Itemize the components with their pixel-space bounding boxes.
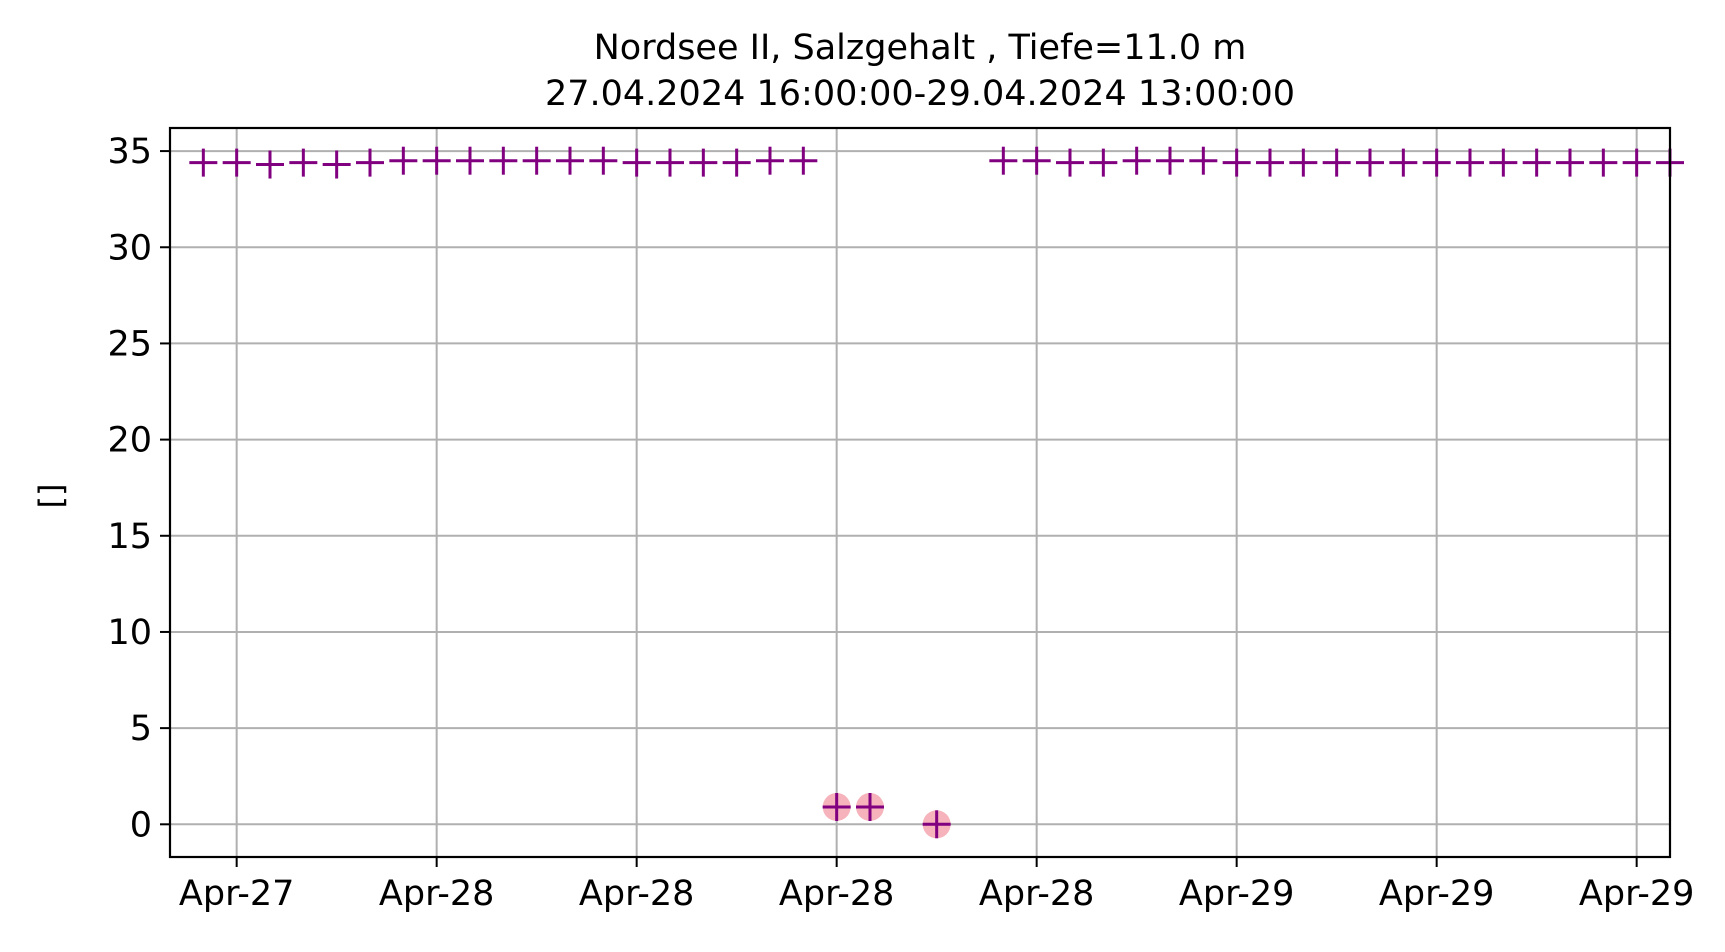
x-tick-label: Apr-28	[979, 874, 1094, 914]
y-tick-label: 35	[107, 132, 152, 172]
x-tick-label: Apr-28	[379, 874, 494, 914]
data-point	[1356, 148, 1384, 177]
data-point	[1022, 146, 1051, 175]
data-point	[456, 146, 484, 175]
x-tick-label: Apr-29	[1179, 874, 1294, 914]
x-tick-label: Apr-28	[579, 874, 694, 914]
y-axis-label: []	[32, 484, 70, 509]
chart-title: Nordsee II, Salzgehalt , Tiefe=11.0 m	[594, 28, 1247, 68]
data-point	[356, 148, 384, 177]
data-point	[1156, 146, 1184, 175]
chart-subtitle: 27.04.2024 16:00:00-29.04.2024 13:00:00	[545, 74, 1295, 114]
data-point	[1622, 148, 1651, 177]
data-point	[222, 148, 251, 177]
data-point	[856, 792, 884, 821]
data-point	[589, 146, 618, 175]
x-tick-label: Apr-29	[1379, 874, 1494, 914]
y-tick-label: 25	[107, 324, 152, 364]
data-point	[922, 810, 951, 839]
data-point	[1322, 148, 1351, 177]
data-point	[189, 148, 218, 177]
plot-frame	[168, 126, 1672, 859]
y-tick-label: 10	[107, 613, 152, 653]
data-point	[722, 148, 751, 177]
data-point	[756, 146, 784, 175]
data-point	[422, 146, 451, 175]
data-points-layer	[189, 146, 1684, 839]
data-point	[1089, 148, 1118, 177]
data-point	[1289, 148, 1318, 177]
data-point	[1056, 148, 1084, 177]
x-tick-label: Apr-28	[779, 874, 894, 914]
data-point	[1222, 148, 1251, 177]
data-point	[989, 146, 1018, 175]
data-point	[256, 150, 284, 179]
data-point	[1522, 148, 1551, 177]
y-tick-label: 5	[130, 709, 152, 749]
data-point	[1189, 146, 1218, 175]
data-point	[656, 148, 684, 177]
data-point	[1122, 146, 1151, 175]
y-tick-label: 15	[107, 517, 152, 557]
data-point	[789, 146, 818, 175]
ticks-layer: Apr-27 Apr-28 Apr-28 Apr-28 Apr-28 Apr-29 Apr-…	[107, 132, 1694, 914]
data-point	[556, 146, 584, 175]
y-tick-label: 20	[107, 421, 152, 461]
y-tick-label: 0	[130, 805, 152, 845]
data-point	[522, 146, 551, 175]
data-point	[622, 148, 651, 177]
y-tick-label: 30	[107, 228, 152, 268]
grid-layer	[170, 128, 1670, 857]
data-point	[1456, 148, 1484, 177]
data-point	[1422, 148, 1451, 177]
data-point	[322, 150, 351, 179]
data-point	[289, 148, 318, 177]
data-point	[389, 146, 418, 175]
data-point	[689, 148, 718, 177]
data-point	[489, 146, 518, 175]
data-point	[1389, 148, 1418, 177]
data-point	[1256, 148, 1284, 177]
x-tick-label: Apr-27	[179, 874, 294, 914]
x-tick-label: Apr-29	[1579, 874, 1694, 914]
data-point	[1489, 148, 1518, 177]
data-point	[1556, 148, 1584, 177]
data-point	[822, 792, 851, 821]
data-point	[1589, 148, 1618, 177]
